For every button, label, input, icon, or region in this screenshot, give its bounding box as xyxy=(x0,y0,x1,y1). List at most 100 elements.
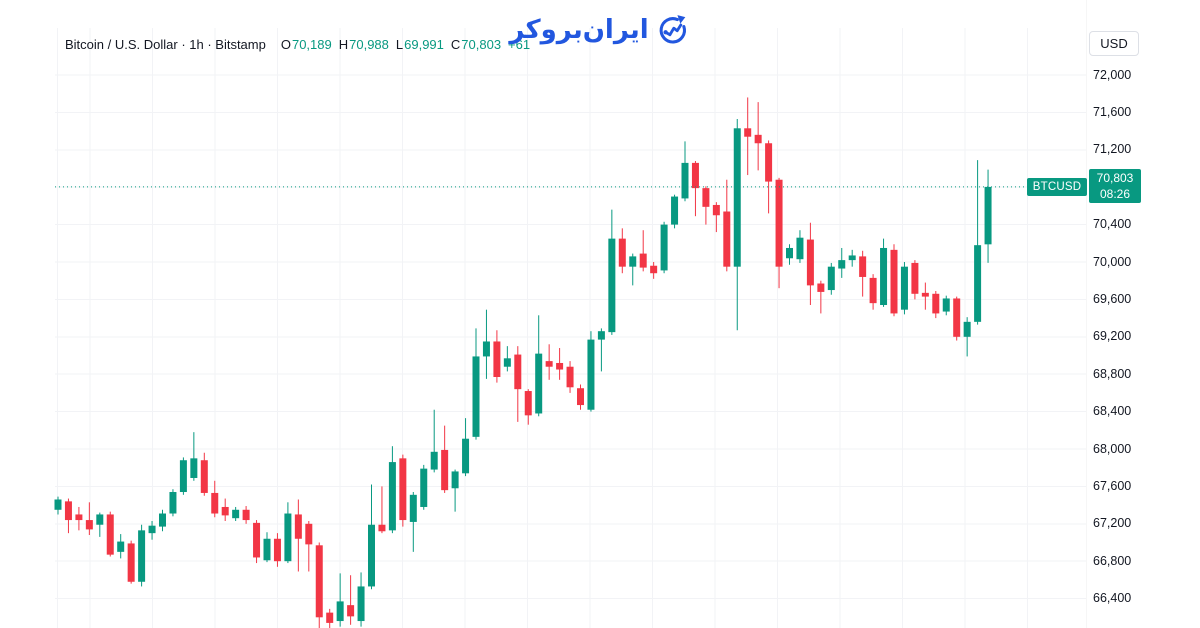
candle-body xyxy=(775,179,783,267)
candle-body xyxy=(796,237,804,260)
candle-body xyxy=(357,586,365,622)
candle-body xyxy=(618,238,626,267)
candle-body xyxy=(514,354,522,390)
candle-body xyxy=(974,245,982,322)
candle-body xyxy=(984,186,992,245)
candle-body xyxy=(138,530,146,582)
candle-body xyxy=(723,211,731,267)
price-tick: 71,200 xyxy=(1093,142,1132,157)
candle-body xyxy=(503,358,511,367)
high-value: 70,988 xyxy=(349,37,389,52)
close-label: C xyxy=(450,37,461,52)
candle-body xyxy=(85,520,93,530)
currency-usd-button[interactable]: USD xyxy=(1089,31,1139,56)
candle-body xyxy=(190,458,198,478)
candle-body xyxy=(388,462,396,531)
candle-body xyxy=(806,239,814,286)
low-label: L xyxy=(395,37,404,52)
price-tick: 66,400 xyxy=(1093,591,1132,606)
candle-body xyxy=(159,513,166,527)
candle-body xyxy=(54,499,62,510)
candle-body xyxy=(336,601,344,622)
candle-body xyxy=(179,460,187,493)
candle-body xyxy=(556,362,564,370)
candle-body xyxy=(629,256,637,267)
candle-body xyxy=(441,449,449,491)
candle-body xyxy=(242,509,250,521)
candle-body xyxy=(462,438,470,474)
candle-body xyxy=(221,506,229,516)
candle-body xyxy=(263,538,271,561)
price-tick: 70,000 xyxy=(1093,254,1132,269)
candle-body xyxy=(827,266,835,291)
candle-body xyxy=(712,204,720,216)
candle-body xyxy=(900,266,908,310)
candle-body xyxy=(963,321,971,337)
current-price-label: 70,803 08:26 xyxy=(1089,169,1141,204)
candle-body xyxy=(660,224,668,271)
candle-body xyxy=(639,253,647,268)
candle-body xyxy=(733,128,741,267)
candle-body xyxy=(953,298,961,337)
candle-body xyxy=(754,134,762,144)
symbol-price-tag: BTCUSD xyxy=(1027,177,1087,196)
open-label: O xyxy=(280,37,291,52)
candle-body xyxy=(96,514,104,525)
candle-body xyxy=(232,509,240,519)
current-price-value: 70,803 xyxy=(1096,171,1134,186)
price-tick: 66,800 xyxy=(1093,553,1132,568)
price-tick: 72,000 xyxy=(1093,67,1132,82)
open-value: 70,189 xyxy=(291,37,332,52)
price-axis[interactable]: USD 72,000 71,600 71,200 70,400 70,000 69,600… xyxy=(1086,0,1157,628)
high-label: H xyxy=(338,37,349,52)
candle-body xyxy=(315,545,323,618)
brand-logo-text: ایران‌بروکر xyxy=(509,15,649,45)
candle-body xyxy=(608,238,616,333)
candle-body xyxy=(211,492,219,514)
candle-body xyxy=(75,514,83,521)
low-value: 69,991 xyxy=(404,37,444,52)
candle-body xyxy=(880,247,888,306)
candle-body xyxy=(284,513,292,562)
candle-body xyxy=(451,471,459,489)
candle-body xyxy=(305,523,313,545)
symbol-title[interactable]: Bitcoin / U.S. Dollar · 1h · Bitstamp xyxy=(65,37,266,52)
candle-body xyxy=(253,522,261,558)
candle-body xyxy=(650,265,658,274)
price-tick: 71,600 xyxy=(1093,104,1132,119)
candle-body xyxy=(744,128,752,137)
candle-body xyxy=(890,249,898,314)
candle-body xyxy=(859,256,867,277)
price-tick: 67,600 xyxy=(1093,478,1132,493)
price-tick: 70,400 xyxy=(1093,217,1132,232)
price-tick: 68,000 xyxy=(1093,441,1132,456)
candle-body xyxy=(493,341,501,378)
brand-logo-icon xyxy=(659,15,687,44)
candle-body xyxy=(765,143,773,182)
candle-body xyxy=(430,451,438,470)
candle-body xyxy=(702,188,710,207)
candle-body xyxy=(148,525,156,534)
ohlc-values: O 70,189 H 70,988 L 69,991 C 70,803 +61 xyxy=(274,37,530,52)
candle-body xyxy=(294,514,302,539)
candle-body xyxy=(786,247,793,259)
candle-body xyxy=(106,514,114,555)
candle-body xyxy=(200,460,208,493)
close-value: 70,803 xyxy=(461,37,502,52)
candle-body xyxy=(472,356,480,437)
candle-body xyxy=(671,196,679,225)
candle-body xyxy=(64,501,72,521)
candle-body xyxy=(577,388,584,406)
candle-body xyxy=(838,260,846,269)
price-tick: 68,800 xyxy=(1093,366,1132,381)
candle-body xyxy=(326,612,334,623)
candle-body xyxy=(127,543,135,582)
candle-body xyxy=(566,366,574,388)
candle-body xyxy=(869,277,877,304)
price-tick: 69,600 xyxy=(1093,291,1132,306)
candle-body xyxy=(848,255,856,261)
candle-body xyxy=(347,605,355,617)
